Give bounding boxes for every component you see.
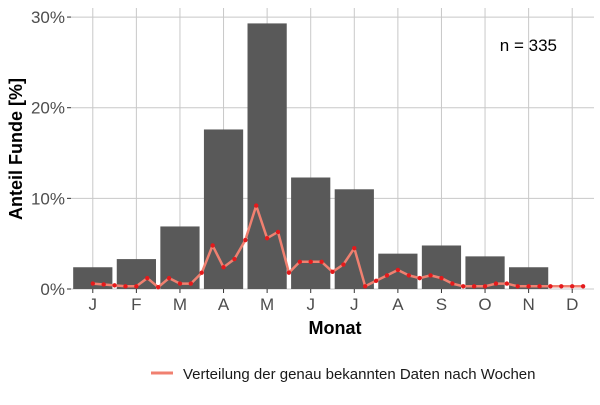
weekly-point	[210, 243, 215, 248]
legend: Verteilung der genau bekannten Daten nac…	[151, 366, 536, 383]
y-tick-label: 20%	[31, 99, 65, 118]
x-tick-label: A	[218, 295, 230, 314]
weekly-point	[177, 281, 183, 286]
weekly-point	[461, 284, 466, 289]
x-tick-label: N	[522, 295, 534, 314]
weekly-point	[580, 284, 586, 289]
bar-9	[421, 245, 462, 289]
weekly-point	[373, 278, 379, 284]
weekly-point	[352, 246, 357, 251]
bar-4	[203, 129, 244, 289]
bar-7	[334, 189, 374, 289]
legend-label: Verteilung der genau bekannten Daten nac…	[183, 366, 536, 383]
weekly-line	[92, 204, 584, 289]
y-tick-label: 30%	[31, 8, 65, 27]
x-tick-label: M	[260, 295, 274, 314]
weekly-point	[526, 284, 531, 289]
x-tick-label: S	[436, 295, 447, 314]
weekly-point	[439, 275, 444, 281]
x-axis-label: Monat	[309, 318, 362, 338]
weekly-point	[101, 282, 106, 287]
bar-2	[116, 259, 156, 289]
weekly-point	[264, 236, 270, 241]
weekly-point	[482, 284, 488, 289]
weekly-point	[428, 273, 433, 278]
x-tick-label: J	[89, 295, 98, 314]
weekly-point	[559, 284, 564, 289]
weekly-point	[515, 284, 520, 289]
weekly-points	[90, 203, 586, 290]
weekly-point	[90, 281, 95, 286]
weekly-point	[406, 273, 411, 278]
weekly-point	[384, 273, 390, 278]
weekly-point	[504, 281, 510, 286]
weekly-point	[232, 256, 237, 262]
weekly-point	[341, 262, 346, 267]
x-tick-label: M	[173, 295, 187, 314]
weekly-point	[221, 265, 226, 270]
weekly-point	[319, 259, 324, 265]
weekly-line-series	[92, 204, 584, 289]
weekly-point	[145, 275, 150, 281]
weekly-point	[308, 259, 313, 265]
sample-size-annotation: n = 335	[500, 36, 557, 55]
y-axis-label: Anteil Funde [%]	[6, 78, 26, 220]
x-tick-label: D	[566, 295, 578, 314]
weekly-point	[134, 284, 139, 289]
y-tick-label: 10%	[31, 189, 65, 208]
bar-5	[247, 23, 287, 290]
weekly-point	[570, 284, 575, 289]
weekly-point	[417, 275, 422, 281]
weekly-point	[297, 259, 303, 265]
y-tick-label: 0%	[40, 280, 65, 299]
weekly-point	[395, 267, 401, 273]
weekly-point	[112, 283, 117, 288]
weekly-point	[199, 270, 204, 275]
x-tick-label: O	[478, 295, 491, 314]
x-tick-label: J	[306, 295, 315, 314]
weekly-point	[548, 284, 553, 289]
weekly-point	[275, 229, 281, 235]
weekly-point	[254, 203, 259, 208]
grid	[71, 8, 594, 290]
weekly-point	[243, 237, 248, 243]
x-tick-label: A	[392, 295, 404, 314]
weekly-point	[188, 281, 194, 286]
weekly-point	[166, 275, 172, 281]
weekly-point	[493, 281, 499, 286]
weekly-point	[330, 269, 335, 274]
bar-11	[509, 267, 549, 289]
weekly-point	[450, 281, 455, 286]
x-tick-label: F	[131, 295, 141, 314]
weekly-point	[123, 284, 128, 289]
weekly-point	[537, 284, 542, 289]
weekly-point	[155, 284, 161, 290]
y-axis-ticks: 0% 10% 20% 30%	[31, 8, 71, 299]
weekly-point	[471, 284, 477, 289]
x-tick-label: J	[350, 295, 359, 314]
weekly-point	[362, 284, 368, 289]
bar-6	[291, 177, 331, 289]
weekly-point	[286, 270, 292, 275]
